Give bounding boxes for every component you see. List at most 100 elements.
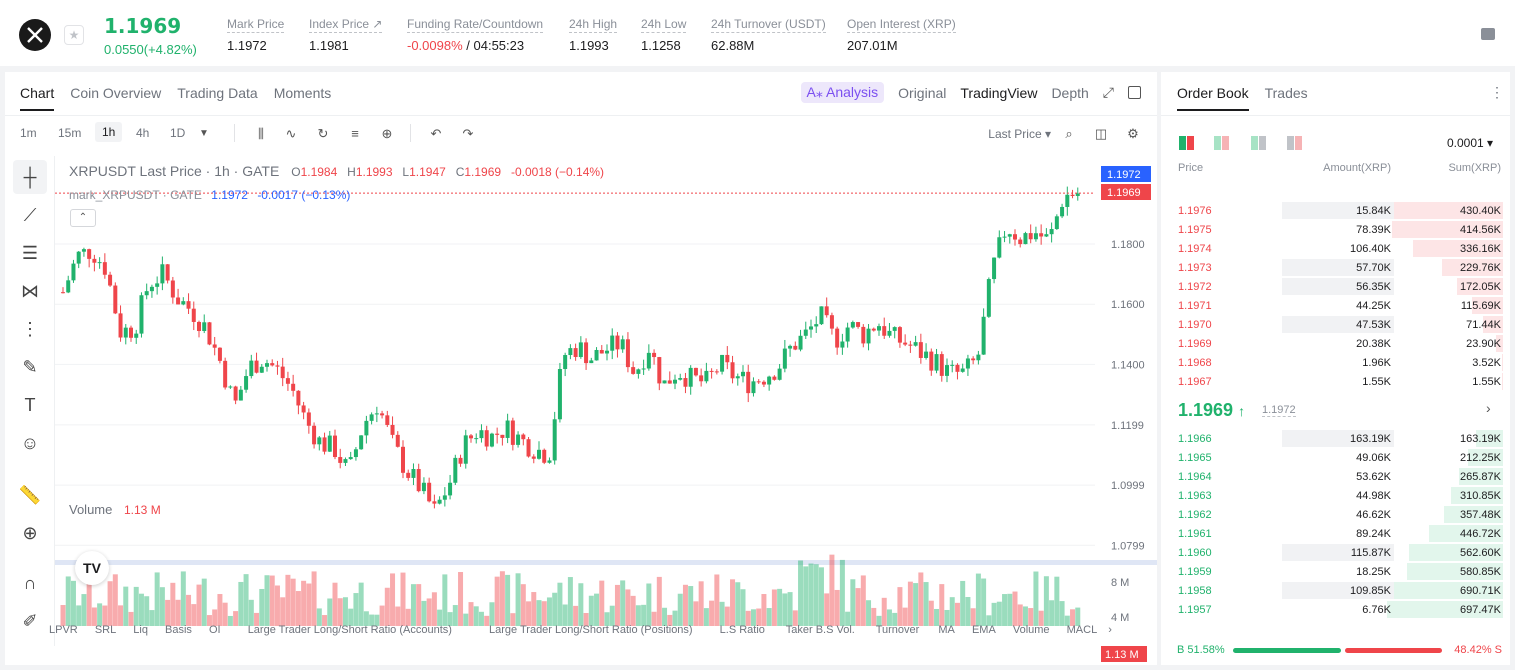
bid-row[interactable]: 1.1959 18.25K 580.85K [1161, 562, 1510, 581]
indicator-ema[interactable]: EMA [971, 624, 996, 636]
collapse-legend-button[interactable]: ⌃ [70, 209, 96, 227]
brush-icon[interactable]: ✎ [22, 356, 38, 377]
settings-gear-icon[interactable]: ⚙ [1127, 126, 1139, 141]
tf-1d[interactable]: 1D [170, 126, 186, 140]
ask-row[interactable]: 1.1972 56.35K 172.05K [1161, 277, 1510, 296]
candle-body [599, 349, 604, 354]
candle-body [411, 469, 416, 478]
favorite-star-icon[interactable]: ★ [64, 25, 84, 45]
compare-icon[interactable]: ↻ [317, 126, 329, 141]
redo-icon[interactable]: ↷ [462, 126, 474, 141]
volume-bar [342, 597, 348, 626]
bid-row[interactable]: 1.1958 109.85K 690.71K [1161, 581, 1510, 600]
indicator-lt-accounts[interactable]: Large Trader Long/Short Ratio (Accounts) [247, 624, 452, 636]
magnet-icon[interactable]: ∩ [23, 572, 37, 593]
tf-1m[interactable]: 1m [20, 126, 37, 140]
volume-axis-label: 8 M [1111, 577, 1129, 589]
volume-bar [750, 609, 756, 626]
ask-row[interactable]: 1.1970 47.53K 71.44K [1161, 315, 1510, 334]
tf-15m[interactable]: 15m [58, 126, 82, 140]
indicator-srl[interactable]: SRL [94, 624, 117, 636]
indicator-macd[interactable]: MACL [1066, 624, 1098, 636]
expand-icon[interactable]: ⤢ [1102, 84, 1114, 100]
ask-row[interactable]: 1.1967 1.55K 1.55K [1161, 372, 1510, 391]
zoom-in-icon[interactable]: ⊕ [22, 522, 38, 543]
templates-icon[interactable]: ≡ [351, 126, 359, 141]
search-icon[interactable]: ⌕ [1065, 126, 1073, 141]
chevron-right-icon[interactable]: › [1486, 400, 1491, 416]
tab-coin-overview[interactable]: Coin Overview [70, 85, 162, 101]
precision-select[interactable]: 0.0001 ▾ [1447, 136, 1494, 150]
bid-row[interactable]: 1.1962 46.62K 357.48K [1161, 505, 1510, 524]
pattern-icon[interactable]: ⋈ [21, 280, 39, 301]
indicator-taker-vol[interactable]: Taker B.S Vol. [785, 624, 855, 636]
tf-1h[interactable]: 1h [95, 122, 123, 142]
indicator-lt-positions[interactable]: Large Trader Long/Short Ratio (Positions… [488, 624, 693, 636]
bid-row[interactable]: 1.1960 115.87K 562.60K [1161, 543, 1510, 562]
view-tabs: A⁎ Analysis Original TradingView Depth ⤢ [800, 82, 1141, 103]
fib-icon[interactable]: ⋮ [21, 318, 39, 339]
indicator-volume[interactable]: Volume [1012, 624, 1050, 636]
undo-icon[interactable]: ↶ [430, 126, 442, 141]
ask-row[interactable]: 1.1974 106.40K 336.16K [1161, 239, 1510, 258]
trend-line-icon[interactable]: ⟋ [23, 204, 37, 225]
volume-bar [337, 598, 343, 626]
price-chart[interactable]: 1.1800 1.1600 1.1400 1.1199 1.0999 1.0799 8 M 4… [55, 154, 1157, 670]
candle-body [390, 424, 395, 435]
chevron-right-icon[interactable]: › [1108, 624, 1112, 636]
bid-row[interactable]: 1.1964 53.62K 265.87K [1161, 467, 1510, 486]
indicators-icon[interactable]: ∿ [285, 126, 297, 141]
chart-legend: XRPUSDT Last Price · 1h · GATE O1.1984 H… [69, 163, 604, 179]
pencil-icon[interactable]: ✐ [22, 610, 38, 631]
tf-4h[interactable]: 4h [136, 126, 150, 140]
volume-bar [60, 605, 66, 626]
tab-moments[interactable]: Moments [273, 85, 332, 101]
bid-row[interactable]: 1.1963 44.98K 310.85K [1161, 486, 1510, 505]
ai-analysis-button[interactable]: A⁎ Analysis [800, 82, 885, 103]
tab-trades[interactable]: Trades [1264, 85, 1308, 101]
tf-dropdown-icon[interactable]: ▼ [199, 128, 209, 139]
indicator-turnover[interactable]: Turnover [875, 624, 920, 636]
indicator-oi[interactable]: OI [209, 624, 221, 636]
stat-index-price[interactable]: Index Price ↗ 1.1981 [309, 17, 383, 53]
bid-row[interactable]: 1.1961 89.24K 446.72K [1161, 524, 1510, 543]
emoji-icon[interactable]: ☺ [20, 432, 40, 453]
fullscreen-icon[interactable] [1128, 86, 1141, 99]
bid-row[interactable]: 1.1957 6.76K 697.47K [1161, 600, 1510, 619]
view-tradingview[interactable]: TradingView [960, 84, 1038, 101]
bid-row[interactable]: 1.1965 49.06K 212.25K [1161, 448, 1510, 467]
candle-type-icon[interactable]: ⫼ [258, 126, 264, 141]
indicator-lpvr[interactable]: LPVR [49, 624, 78, 636]
indicator-liq[interactable]: Liq [133, 624, 148, 636]
ask-row[interactable]: 1.1975 78.39K 414.56K [1161, 220, 1510, 239]
ob-mode-bids-icon[interactable] [1214, 136, 1230, 150]
ob-mode-sells-icon[interactable] [1287, 136, 1303, 150]
indicator-ls-ratio[interactable]: L.S Ratio [719, 624, 765, 636]
add-alert-icon[interactable]: ⊕ [381, 126, 393, 141]
ask-row[interactable]: 1.1969 20.38K 23.90K [1161, 334, 1510, 353]
ask-row[interactable]: 1.1973 57.70K 229.76K [1161, 258, 1510, 277]
bid-amount: 109.85K [1350, 585, 1391, 597]
tab-trading-data[interactable]: Trading Data [177, 85, 258, 101]
tab-order-book[interactable]: Order Book [1177, 85, 1249, 111]
tab-chart[interactable]: Chart [20, 85, 55, 111]
ruler-icon[interactable]: 📏 [18, 484, 42, 505]
ask-row[interactable]: 1.1971 44.25K 115.69K [1161, 296, 1510, 315]
more-menu-icon[interactable]: ⋮ [1490, 84, 1504, 100]
ob-mode-asks-icon[interactable] [1251, 136, 1267, 150]
ask-row[interactable]: 1.1976 15.84K 430.40K [1161, 201, 1510, 220]
horizontal-lines-icon[interactable]: ☰ [21, 242, 39, 263]
indicator-basis[interactable]: Basis [165, 624, 192, 636]
ob-mode-both-icon[interactable] [1179, 136, 1195, 150]
indicator-ma[interactable]: MA [938, 624, 955, 636]
chart-area[interactable]: 1.1800 1.1600 1.1400 1.1199 1.0999 1.0799 8 M 4… [55, 154, 1157, 662]
ask-row[interactable]: 1.1968 1.96K 3.52K [1161, 353, 1510, 372]
screenshot-icon[interactable]: ◫ [1094, 126, 1108, 141]
crosshair-icon[interactable]: ┼ [13, 160, 47, 194]
bid-row[interactable]: 1.1966 163.19K 163.19K [1161, 429, 1510, 448]
view-depth[interactable]: Depth [1051, 84, 1089, 101]
price-source-select[interactable]: Last Price ▾ [988, 127, 1051, 141]
text-tool-icon[interactable]: T [24, 394, 36, 415]
book-icon[interactable] [1481, 28, 1495, 40]
view-original[interactable]: Original [898, 84, 947, 101]
